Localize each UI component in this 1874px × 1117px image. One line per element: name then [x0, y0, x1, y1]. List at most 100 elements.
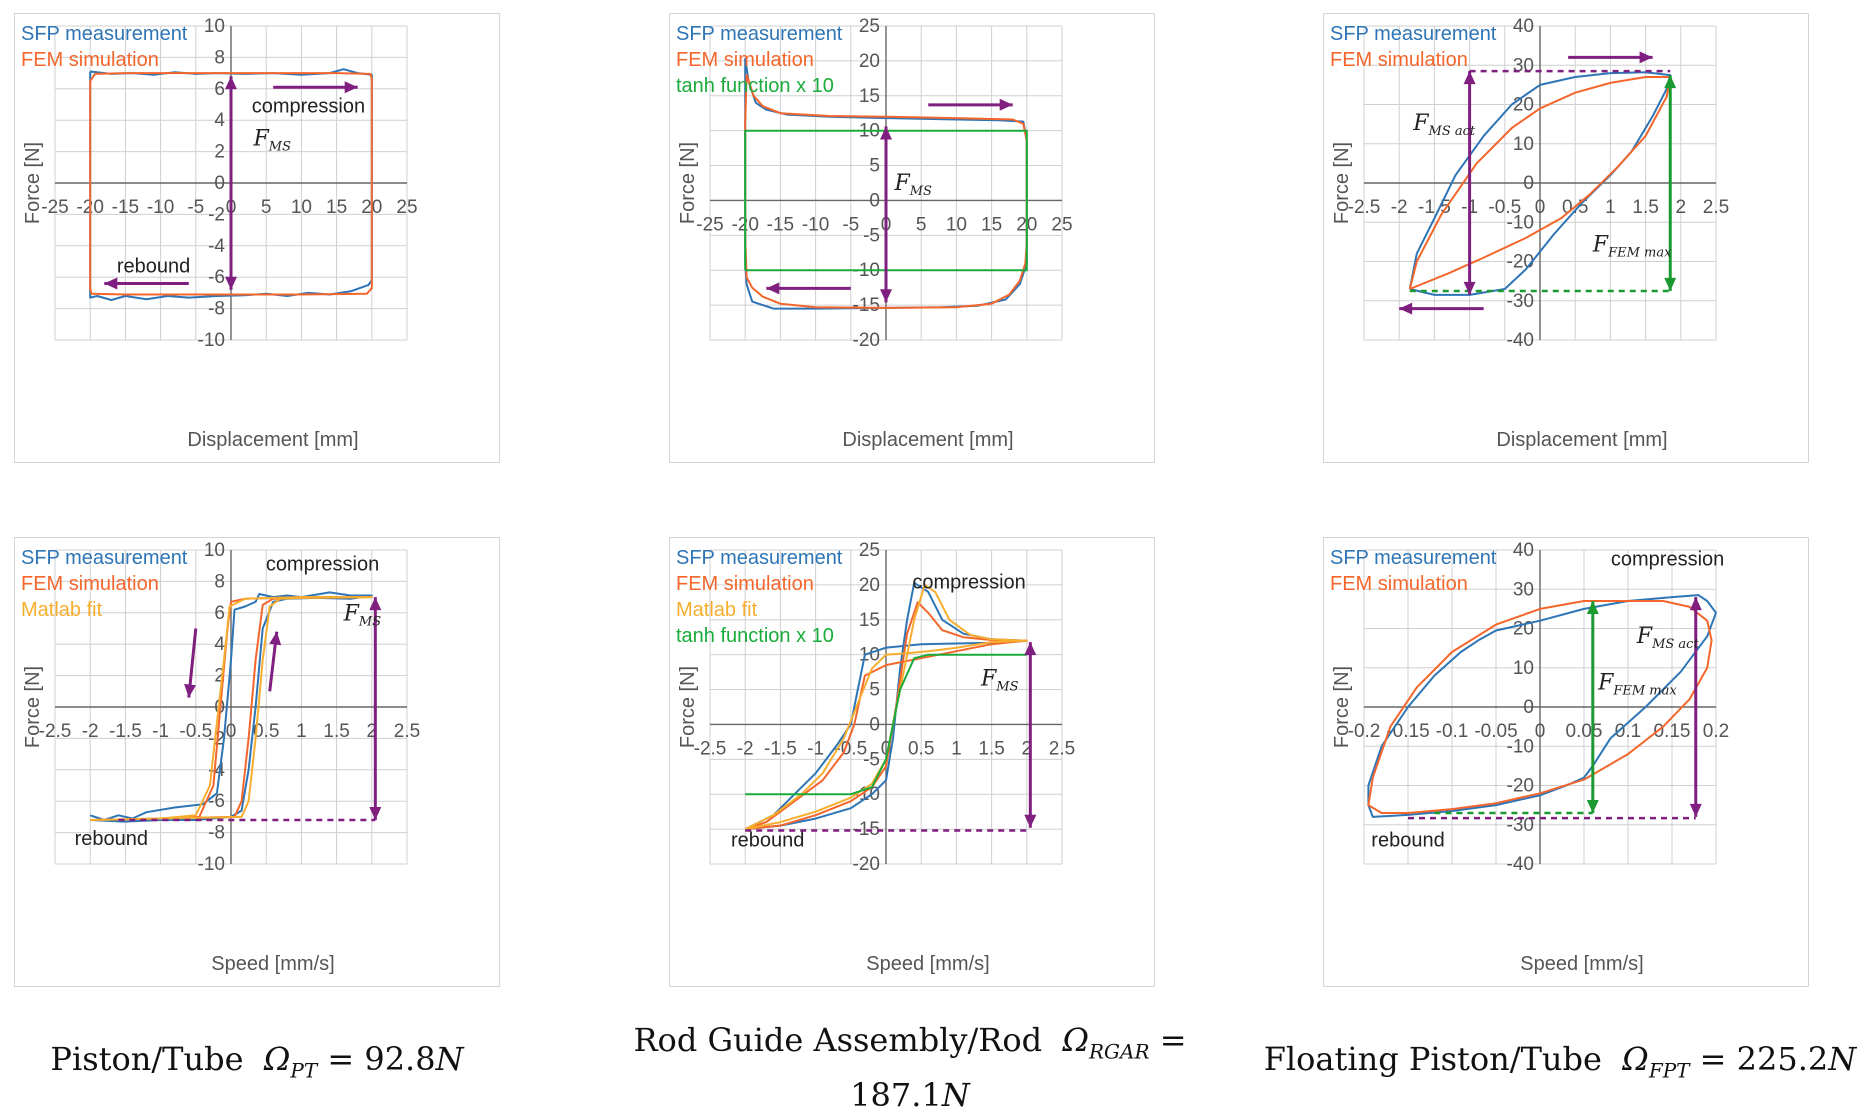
- y-tick-label: 20: [859, 575, 880, 596]
- chart-panel-pt-speed: -2.5 -2 -1.5 -1 -0.5 0 0.5 1 1.5 2 2.5 -10 -8 -6 -4 -2 0…: [14, 537, 500, 987]
- x-tick-label: 1: [1605, 197, 1616, 218]
- y-tick-label: -10: [1507, 736, 1534, 757]
- x-tick-label: 0.5: [908, 738, 934, 759]
- arrowhead: [1024, 814, 1037, 828]
- legend-entry: SFP measurement: [21, 547, 188, 569]
- force-label: FMS: [893, 171, 932, 199]
- y-tick-label: -20: [1507, 776, 1534, 797]
- caption-rgar-symbol: Ω: [1062, 1021, 1089, 1059]
- caption-rod-guide-assembly: Rod Guide Assembly/Rod ΩRGAR = 187.1N: [590, 1018, 1230, 1117]
- x-tick-label: 5: [261, 197, 272, 218]
- y-tick-label: 8: [214, 571, 225, 592]
- series-line: [744, 583, 1028, 831]
- chart-panel-pt-displacement: -25-20-15-10-50510152025-10-8-6-4-202468…: [14, 13, 500, 463]
- y-tick-label: -10: [853, 784, 880, 805]
- arrowhead: [1399, 302, 1413, 315]
- x-tick-label: 2: [367, 721, 378, 742]
- x-tick-label: 1.5: [323, 721, 349, 742]
- y-tick-label: 6: [214, 603, 225, 624]
- x-tick-label: -1: [807, 738, 824, 759]
- y-axis-label: Force [N]: [1331, 666, 1353, 748]
- y-tick-label: -30: [1507, 291, 1534, 312]
- x-tick-label: 2: [1676, 197, 1687, 218]
- y-tick-label: -10: [198, 330, 225, 351]
- force-label: FMS: [980, 666, 1019, 694]
- y-tick-label: 5: [869, 680, 880, 701]
- x-tick-label: -2.5: [694, 738, 727, 759]
- caption-pt-prefix: Piston/Tube: [50, 1040, 244, 1078]
- annotation-label: rebound: [1371, 829, 1444, 851]
- chart-fpt-speed: -0.2 -0.15 -0.1 -0.05 0 0.05 0.1 0.15 0.2 -40 -30 -…: [1330, 540, 1729, 975]
- x-tick-label: -1: [152, 721, 169, 742]
- x-tick-label: 2.5: [1049, 738, 1075, 759]
- x-tick-label: -0.15: [1386, 721, 1429, 742]
- y-tick-label: 0: [1523, 697, 1534, 718]
- legend-entry: FEM simulation: [21, 49, 159, 71]
- x-tick-label: -2: [737, 738, 754, 759]
- y-axis-label: Force [N]: [1331, 142, 1353, 224]
- y-tick-label: 0: [214, 173, 225, 194]
- legend-entry: Matlab fit: [21, 599, 103, 621]
- y-tick-label: 40: [1513, 16, 1534, 37]
- annotation-label: compression: [912, 571, 1025, 593]
- chart-panel-rgar-displacement: -25-20-15-10-50510152025-20-15-10-505101…: [669, 13, 1155, 463]
- caption-fpt-value: = 225.2: [1699, 1040, 1829, 1078]
- x-tick-label: -25: [696, 214, 723, 235]
- legend-entry: FEM simulation: [676, 573, 814, 595]
- y-tick-label: 25: [859, 540, 880, 561]
- arrowhead: [1586, 601, 1599, 614]
- caption-fpt-prefix: Floating Piston/Tube: [1263, 1040, 1602, 1078]
- y-tick-label: 6: [214, 79, 225, 100]
- x-tick-label: -15: [112, 197, 139, 218]
- y-axis-label: Force [N]: [677, 142, 699, 224]
- caption-fpt-sub: FPT: [1648, 1058, 1690, 1083]
- x-tick-label: -2: [1391, 197, 1408, 218]
- y-tick-label: 10: [204, 16, 225, 37]
- arrowhead: [880, 126, 892, 140]
- annotation-label: rebound: [117, 255, 190, 277]
- chart-rgar-speed: -2.5 -2 -1.5 -1 -0.5 0 0.5 1 1.5 2 2.5-20-15-10-50…: [676, 540, 1075, 975]
- y-tick-label: -15: [853, 295, 880, 316]
- x-tick-label: 2.5: [394, 721, 420, 742]
- x-tick-label: 0.15: [1654, 721, 1691, 742]
- force-label: FFEM max: [1597, 670, 1677, 698]
- chart-panel-fpt-displacement: -2.5-2-1.5-1-0.500.511.522.5-40-30-20-10…: [1323, 13, 1809, 463]
- caption-pt-sub: PT: [290, 1058, 318, 1083]
- chart-rgar-displacement: -25-20-15-10-50510152025-20-15-10-505101…: [676, 16, 1073, 451]
- arrowhead: [1586, 800, 1599, 813]
- y-tick-label: -6: [208, 267, 225, 288]
- legend-entry: FEM simulation: [21, 573, 159, 595]
- arrowhead: [1463, 281, 1476, 295]
- arrowhead: [369, 597, 382, 611]
- y-tick-label: 30: [1513, 579, 1534, 600]
- legend-entry: SFP measurement: [676, 23, 843, 45]
- series-line: [89, 72, 373, 296]
- caption-pt-symbol: Ω: [263, 1040, 291, 1078]
- y-tick-label: 4: [214, 110, 225, 131]
- legend-entry: SFP measurement: [21, 23, 188, 45]
- arrowhead: [999, 98, 1013, 111]
- force-label: FMS: [253, 126, 292, 154]
- x-tick-label: -25: [41, 197, 68, 218]
- chart-fpt-displacement: -2.5-2-1.5-1-0.500.511.522.5-40-30-20-10…: [1330, 16, 1729, 451]
- legend-entry: FEM simulation: [676, 49, 814, 71]
- y-tick-label: 10: [1513, 658, 1534, 679]
- chart-pt-displacement: -25-20-15-10-50510152025-10-8-6-4-202468…: [21, 16, 418, 451]
- x-tick-label: 0: [881, 738, 892, 759]
- x-tick-label: -5: [187, 197, 204, 218]
- x-tick-label: -0.5: [179, 721, 212, 742]
- arrowhead: [1024, 642, 1037, 656]
- x-tick-label: 10: [291, 197, 312, 218]
- x-tick-label: 15: [326, 197, 347, 218]
- x-tick-label: -10: [802, 214, 829, 235]
- y-tick-label: 0: [869, 190, 880, 211]
- x-tick-label: -0.1: [1436, 721, 1469, 742]
- y-tick-label: -4: [208, 236, 225, 257]
- series-line: [90, 596, 373, 821]
- force-label: FFEM max: [1592, 233, 1672, 261]
- x-tick-label: -1.5: [764, 738, 797, 759]
- x-axis-label: Displacement [mm]: [842, 429, 1013, 451]
- x-tick-label: -0.2: [1348, 721, 1381, 742]
- x-tick-label: -0.5: [1488, 197, 1521, 218]
- arrowhead: [344, 81, 358, 94]
